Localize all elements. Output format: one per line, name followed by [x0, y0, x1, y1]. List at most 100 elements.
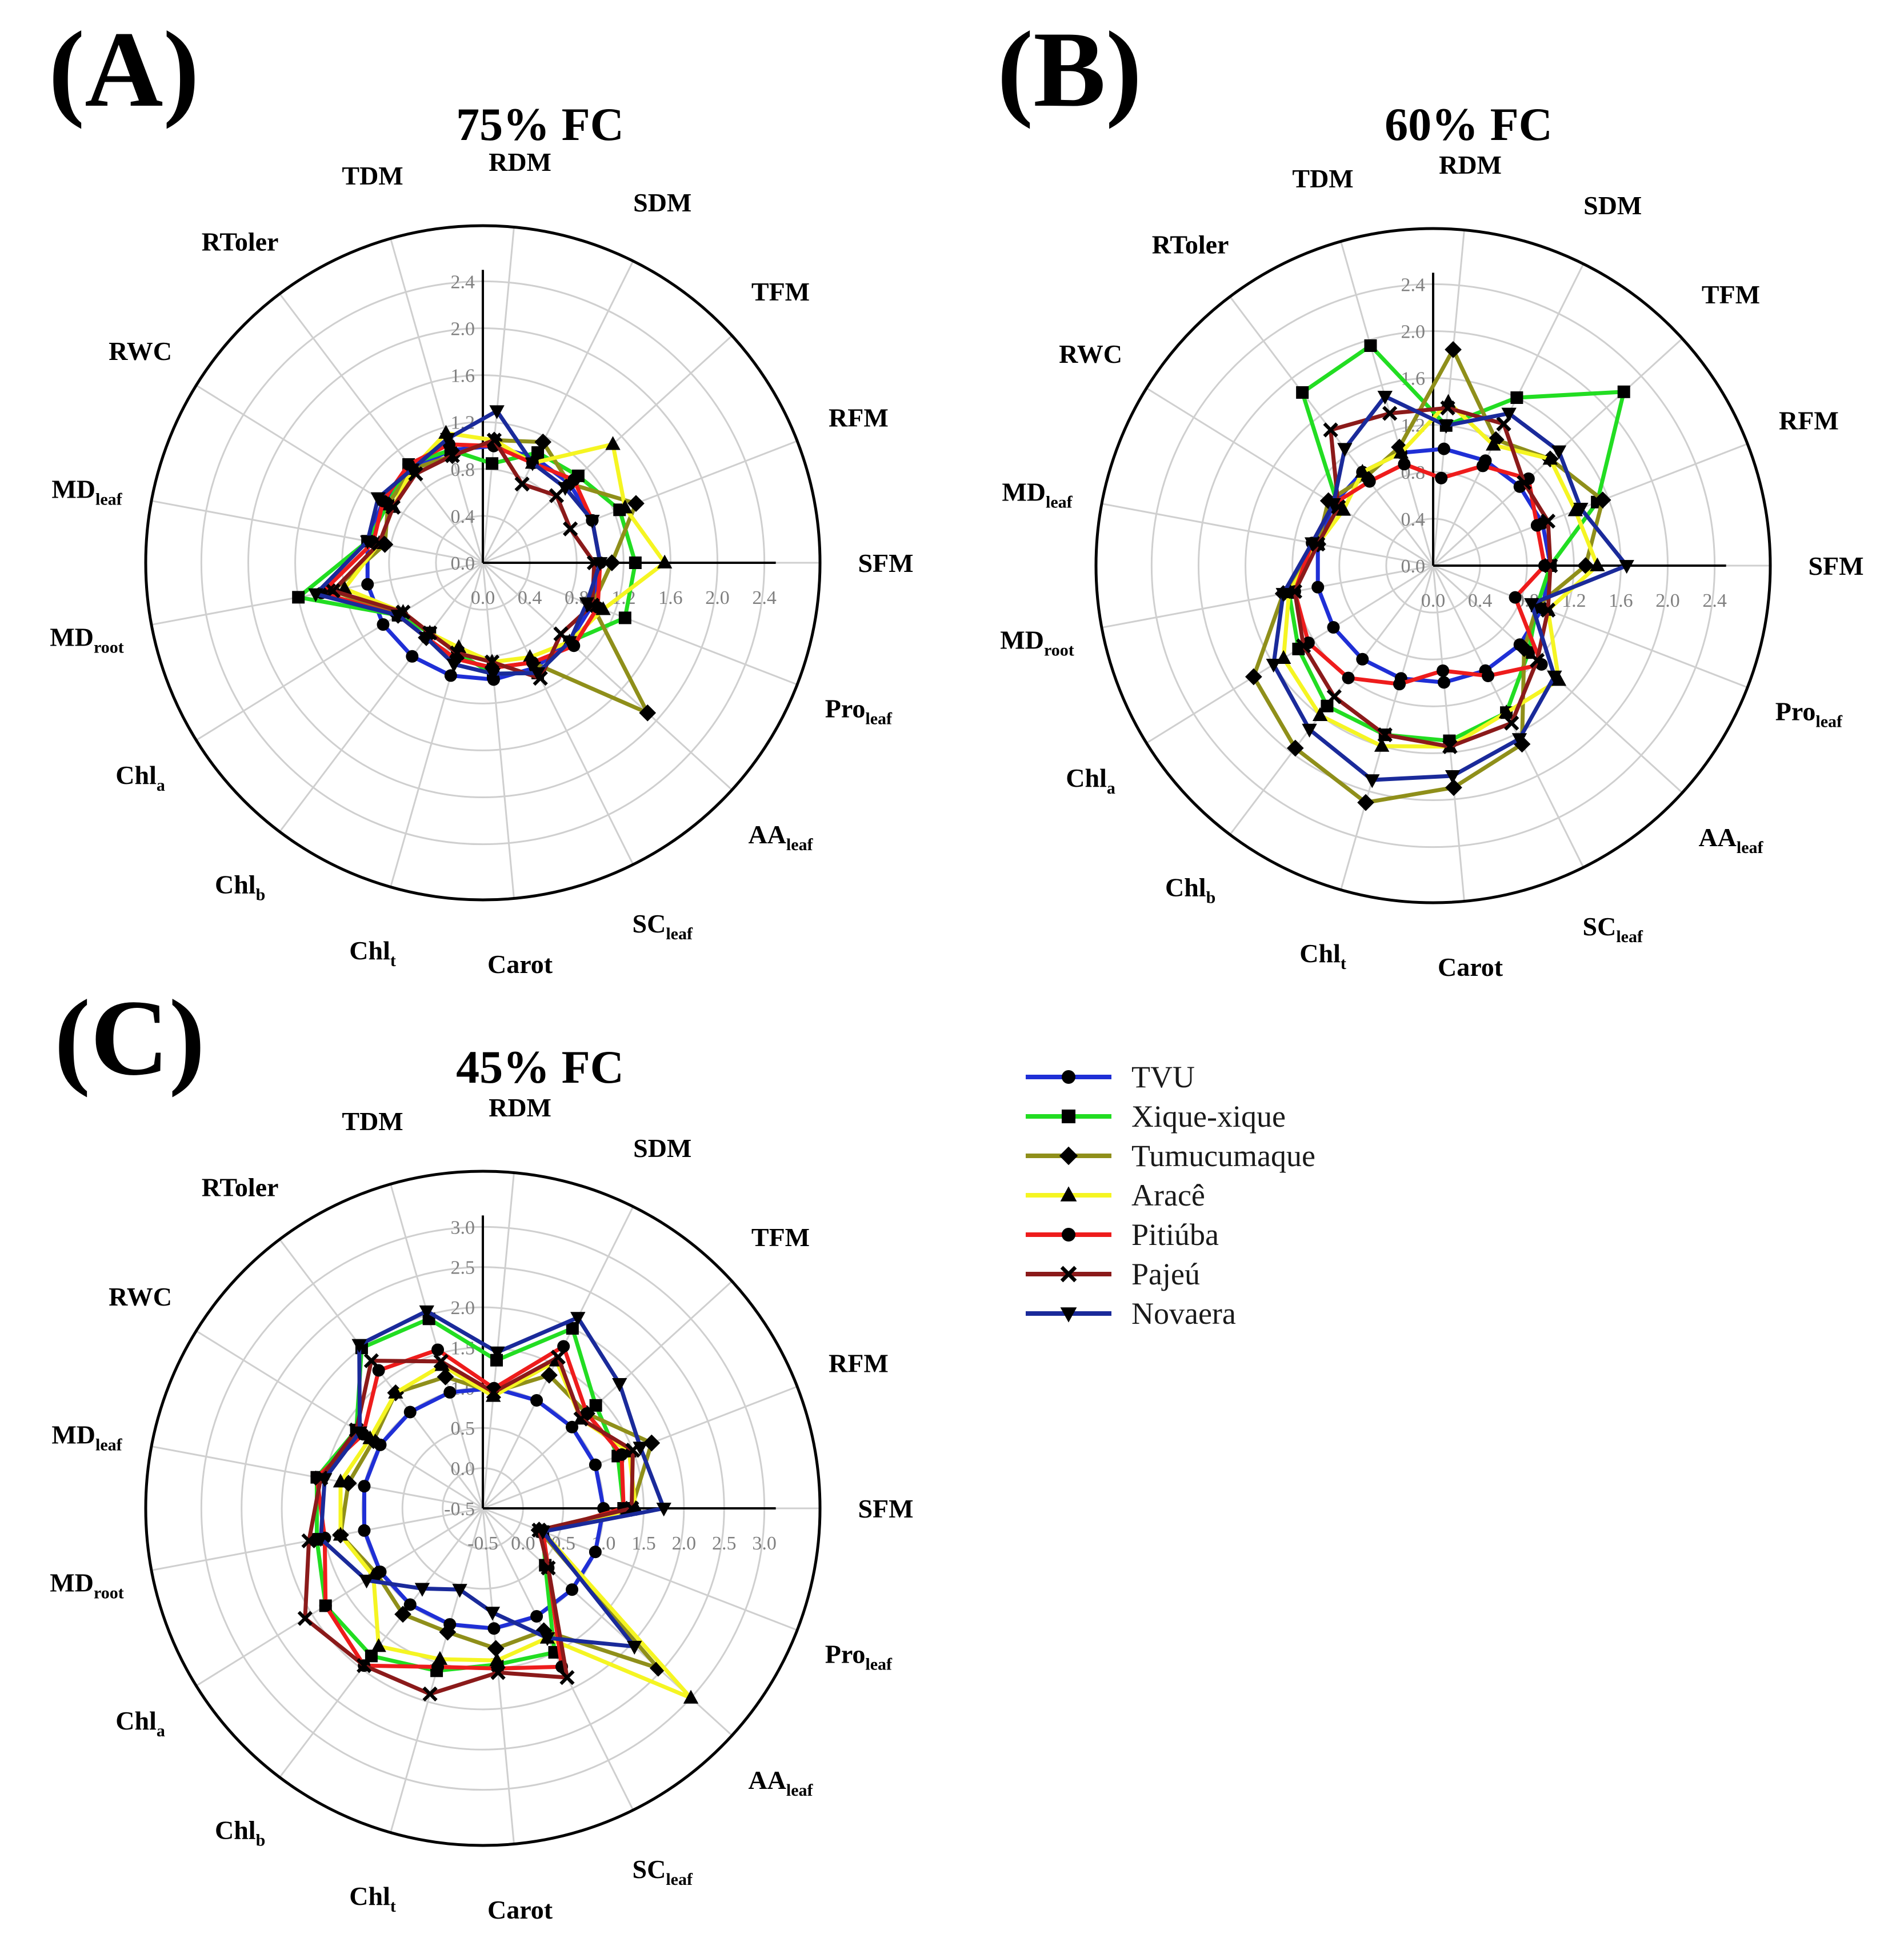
grid-spoke	[1101, 503, 1434, 567]
data-point-novaera	[627, 1640, 642, 1655]
data-point-tumucumaque	[1286, 739, 1304, 757]
data-point-xique-xique	[1364, 339, 1377, 353]
data-point-tvu	[530, 1394, 543, 1407]
data-point-novaera	[1266, 658, 1281, 673]
data-point-pajeu	[422, 1686, 438, 1702]
data-point-pajeu	[490, 1665, 506, 1680]
grid-spoke	[195, 385, 483, 564]
legend-item-novaera: Novaera	[1026, 1296, 1236, 1331]
series-line-novaera	[1271, 394, 1629, 782]
data-point-tvu	[443, 1386, 457, 1399]
tick-label-horizontal: 2.0	[672, 1533, 697, 1554]
data-point-pajeu	[1540, 602, 1556, 618]
legend-item-tumucumaque: Tumucumaque	[1026, 1139, 1315, 1173]
grid-spoke	[151, 500, 483, 564]
data-point-tumucumaque	[1445, 341, 1462, 358]
data-point-arace	[1374, 738, 1390, 752]
data-point-arace	[371, 1638, 386, 1652]
tick-label-radial: 2.0	[451, 1298, 475, 1319]
data-point-tvu	[1356, 652, 1369, 666]
axis-label-md-root: MDroot	[1000, 626, 1074, 660]
data-point-pitiuba	[557, 1340, 570, 1353]
series-novaera	[1266, 390, 1634, 788]
axis-labels: SFM RFM TFM SDM RDM TDM RToler RWC MDleaf MDroot C…	[50, 1093, 913, 1924]
data-point-novaera	[485, 668, 501, 682]
axis-label-sdm: SDM	[633, 188, 691, 217]
axis-label-pro-leaf: Proleaf	[825, 694, 893, 728]
data-point-novaera	[446, 658, 462, 672]
data-point-tvu	[487, 1622, 501, 1635]
data-point-arace	[362, 1430, 378, 1444]
tick-label-horizontal: 1.6	[1609, 590, 1633, 611]
data-point-pitiuba	[1437, 664, 1450, 677]
tick-label-horizontal: -0.5	[467, 1533, 498, 1554]
data-point-tvu	[444, 669, 457, 682]
data-point-pajeu	[449, 645, 465, 661]
data-point-pajeu	[573, 1411, 589, 1427]
axis-label-md-leaf: MDleaf	[51, 1420, 122, 1454]
grid-spoke	[482, 1280, 733, 1509]
data-point-pitiuba	[319, 1599, 332, 1612]
grid-spoke	[482, 562, 634, 865]
data-point-tvu	[377, 618, 390, 631]
data-point-arace	[388, 1384, 403, 1399]
axis-label-rtoler: RToler	[1152, 230, 1229, 259]
data-point-xique-xique	[629, 556, 642, 569]
axis-label-sdm: SDM	[1583, 191, 1642, 220]
axis-label-chl-b: Chlb	[215, 1816, 265, 1850]
data-point-novaera	[557, 482, 573, 496]
tick-label-horizontal: 0.0	[471, 587, 495, 608]
legend-marker	[1062, 1070, 1075, 1084]
grid-spoke	[482, 261, 634, 563]
data-point-pajeu	[1496, 416, 1511, 432]
tick-label-horizontal: 3.0	[752, 1533, 777, 1554]
data-point-novaera	[370, 492, 386, 506]
data-point-novaera	[1326, 498, 1341, 512]
data-point-novaera	[1573, 502, 1589, 517]
data-point-arace	[605, 436, 621, 450]
data-point-arace	[489, 1652, 505, 1667]
data-point-tvu	[589, 1458, 602, 1471]
grid-spoke	[482, 562, 515, 899]
panel-title: 45% FC	[456, 1041, 624, 1093]
axis-label-md-root: MDroot	[50, 623, 123, 657]
tick-label-radial: 1.6	[1401, 369, 1426, 390]
radar-panel-c: (C) 45% FC -0.5-0.50.00.00.50.51.01.01.5…	[50, 978, 913, 1924]
grid-spoke	[195, 1507, 483, 1687]
data-point-novaera	[489, 405, 505, 419]
data-point-novaera	[539, 1632, 555, 1647]
data-point-novaera	[1304, 537, 1320, 551]
series-pajeu	[1287, 400, 1558, 754]
data-point-arace	[1335, 502, 1351, 516]
data-point-novaera	[562, 636, 577, 650]
axis-label-sfm: SFM	[1808, 551, 1863, 580]
data-point-novaera	[1547, 670, 1562, 684]
axis-label-tdm: TDM	[342, 1107, 403, 1136]
tick-label-radial: 0.0	[451, 1459, 475, 1480]
data-point-novaera	[313, 1533, 329, 1547]
data-point-pitiuba	[1530, 519, 1543, 532]
data-point-tvu	[403, 1598, 417, 1611]
data-point-xique-xique	[531, 446, 545, 459]
tick-label-radial: 2.0	[1401, 321, 1426, 342]
data-point-pitiuba	[431, 1343, 445, 1356]
tick-label-radial: 1.6	[451, 366, 475, 387]
data-point-novaera	[612, 1378, 627, 1392]
data-point-tumucumaque	[643, 1434, 661, 1452]
data-point-pajeu	[559, 1669, 575, 1685]
data-point-pajeu	[1287, 584, 1303, 599]
axis-label-md-root: MDroot	[50, 1568, 123, 1603]
data-point-novaera	[390, 609, 406, 624]
tick-label-horizontal: 2.4	[752, 587, 777, 608]
axis-label-aa-leaf: AAleaf	[748, 1765, 813, 1800]
data-point-pajeu	[385, 499, 401, 515]
axis-label-sc-leaf: SCleaf	[1583, 912, 1643, 946]
series-line-novaera	[318, 1309, 666, 1649]
data-point-arace	[1590, 557, 1605, 571]
data-point-novaera	[585, 514, 600, 529]
data-point-pajeu	[550, 1350, 566, 1365]
data-point-novaera	[351, 1339, 367, 1353]
tick-label-radial: 3.0	[451, 1217, 475, 1238]
axis-label-rdm: RDM	[489, 147, 551, 177]
data-point-tvu	[358, 1524, 371, 1537]
